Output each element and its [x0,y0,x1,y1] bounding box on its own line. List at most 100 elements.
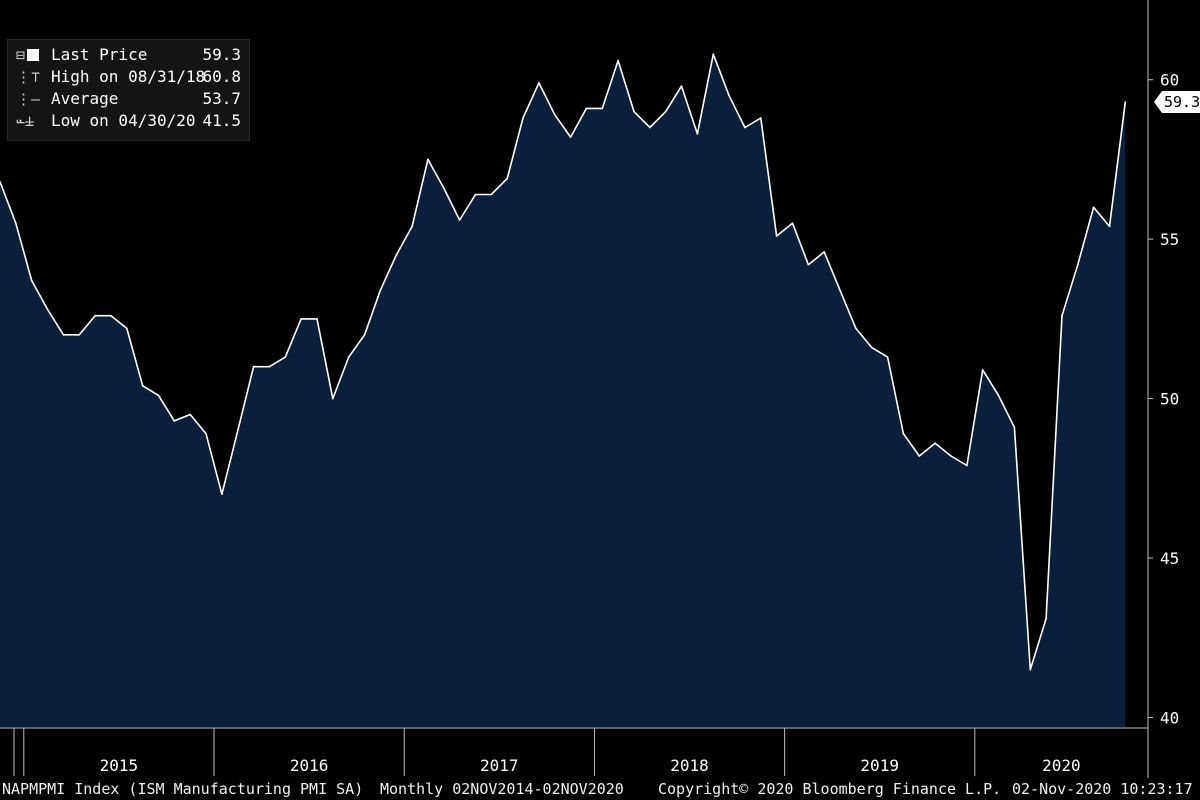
data-point [1061,314,1063,317]
y-tick-label: 60 [1160,71,1179,90]
data-point [601,107,604,110]
data-point [458,219,461,221]
data-point [411,225,413,228]
legend-label: High on 08/31/18 [51,67,206,86]
data-point [1124,101,1127,103]
date-range-label: Monthly 02NOV2014-02NOV2020 [380,780,624,798]
legend-label: Last Price [51,45,148,64]
low-marker-icon: ⌙⊥ [16,112,35,130]
data-point [902,432,905,435]
data-point [855,327,857,330]
data-point [363,334,366,336]
data-point [617,59,619,62]
data-point [981,369,984,371]
data-point [189,413,191,416]
legend-average: ⋮–·– Average 53.7 [8,88,249,130]
data-point [633,110,635,113]
data-point [395,254,398,256]
data-point [791,222,794,224]
data-point [347,356,350,358]
data-point [237,429,239,432]
data-point [522,117,524,119]
data-point [1092,206,1095,209]
legend-last-price: ⊟ Last Price 59.3 [8,44,249,66]
data-point [807,263,810,266]
data-point [332,397,334,400]
data-point [649,126,651,129]
data-point [569,136,572,138]
axes-frame [0,0,1149,778]
data-point [871,346,873,349]
data-point [110,314,112,317]
data-point [664,110,667,113]
legend-value: 41.5 [202,111,241,130]
legend-low: ⌙⊥ Low on 04/30/20 41.5 [8,110,249,132]
data-point [126,327,128,330]
ticker-label: NAPMPMI Index (ISM Manufacturing PMI SA) [2,780,364,798]
last-price-tag-shape [1154,91,1200,114]
series-area-fill [0,54,1126,727]
data-point [918,455,921,457]
data-point [316,318,318,320]
y-tick-label: 45 [1160,549,1179,568]
y-tick-label: 55 [1160,230,1179,249]
data-point [823,251,825,253]
last-price-tag-text: 59.3 [1164,93,1200,111]
legend-value: 60.8 [202,67,241,86]
data-point [46,308,49,311]
y-tick-label: 50 [1160,390,1179,409]
data-point [997,394,1000,397]
last-price-tag: 59.3 [1154,91,1200,114]
data-point [427,158,429,161]
data-point [728,94,730,97]
x-tick-label: 2020 [1042,756,1081,775]
series-line [0,53,1127,671]
data-point [839,289,841,292]
data-point [15,222,17,224]
data-point [379,289,382,292]
x-tick-label: 2015 [100,756,139,775]
data-point [554,114,556,116]
x-tick-label: 2017 [480,756,519,775]
data-point [712,53,715,55]
data-point [0,181,1,183]
copyright-label: Copyright© 2020 Bloomberg Finance L.P. [658,780,1002,798]
data-point [950,455,952,457]
data-point [443,187,445,189]
average-marker-icon: ⋮–·– [16,90,41,130]
legend-value: 59.3 [202,45,241,64]
data-point [585,107,588,110]
data-point [205,432,207,435]
high-marker-icon: ⋮⊤ [16,68,41,86]
data-point [680,85,683,87]
legend-label: Average [51,89,119,108]
data-point [1108,225,1111,228]
last-price-swatch-icon: ⊟ [16,44,46,66]
data-point [1029,668,1032,671]
data-point [268,365,271,368]
data-point [934,442,936,445]
data-point [696,133,699,135]
data-point [886,356,889,358]
data-point [221,493,223,496]
data-point [94,314,96,317]
data-point [62,334,65,336]
data-point [966,464,968,467]
x-tick-label: 2019 [860,756,899,775]
y-tick-label: 40 [1160,708,1179,727]
plot-area [0,53,1127,727]
x-tick-label: 2016 [290,756,329,775]
data-point [1077,263,1079,266]
data-point [157,394,160,397]
x-axis: 2015 2016 2017 2018 2019 2020 [13,728,1081,776]
x-tick-label: 2018 [670,756,709,775]
data-point [474,193,477,196]
data-point [538,82,540,84]
data-point [173,420,176,422]
data-point [252,365,255,368]
data-point [300,318,302,320]
data-point [744,126,746,129]
data-point [490,193,493,196]
y-axis: 40 45 50 55 60 [1148,71,1179,727]
